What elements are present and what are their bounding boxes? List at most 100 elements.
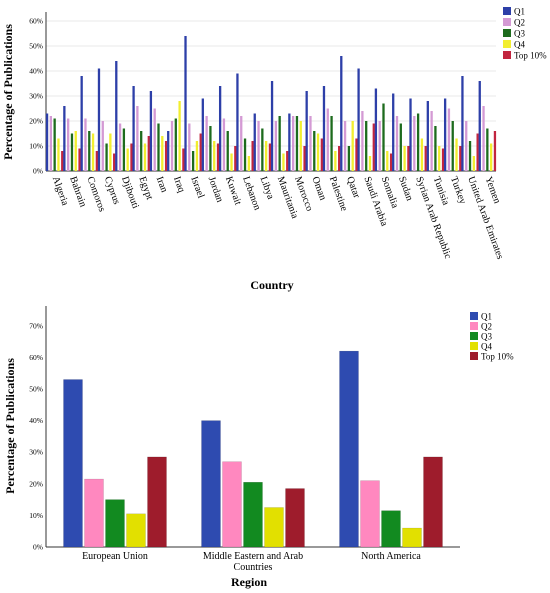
bar-q2-kuwait <box>222 118 226 171</box>
x-tick-label: Syrian Arab Republic <box>413 175 453 261</box>
bar-q2-united-arab-emirates <box>465 121 468 171</box>
top-chart-xlabel: Country <box>250 278 293 292</box>
bar-top-10-yemen <box>493 131 497 171</box>
bar-q2-middle-eastern-and-arab-countries <box>222 461 242 548</box>
bar-q2-oman <box>309 116 312 171</box>
bar-top-10-tunisia <box>441 148 445 171</box>
bar-q3-cyprus <box>105 143 108 171</box>
y-tick-label: 30% <box>29 92 43 101</box>
bar-q3-north-america <box>381 510 401 548</box>
bar-q4-iraq <box>178 101 181 171</box>
legend-swatch-q4 <box>503 40 511 48</box>
bar-q3-lebanon <box>243 138 247 171</box>
legend-swatch-q2 <box>470 322 478 330</box>
x-tick-label: Israel <box>188 175 206 200</box>
x-tick-label: Qatar <box>344 175 362 200</box>
bar-q2-iran <box>153 108 156 171</box>
bar-q1-lebanon <box>236 73 239 171</box>
bar-q4-somalia <box>386 151 389 171</box>
bar-q3-jordan <box>209 126 212 171</box>
bar-q2-israel <box>188 123 191 171</box>
y-tick-label: 0% <box>33 167 43 176</box>
bar-q4-sudan <box>403 146 406 171</box>
bar-top-10-iran <box>164 141 168 171</box>
legend-label-top-10: Top 10% <box>514 51 547 61</box>
bar-q1-comoros <box>80 76 83 171</box>
bar-top-10-somalia <box>389 153 393 171</box>
bar-q1-bahrain <box>63 106 66 171</box>
bar-q2-morocco <box>292 116 295 171</box>
y-tick-label: 60% <box>29 353 43 362</box>
bar-top-10-iraq <box>182 148 185 171</box>
x-tick-label: Jordan <box>206 175 225 204</box>
legend-swatch-top-10 <box>470 352 478 360</box>
bar-q2-sudan <box>395 116 399 171</box>
bar-q2-iraq <box>170 121 174 171</box>
bar-q3-kuwait <box>226 131 229 171</box>
bar-q4-palestine <box>334 151 337 171</box>
bar-top-10-syrian-arab-republic <box>424 146 427 171</box>
bar-q2-lebanon <box>240 116 243 171</box>
x-tick-label: United Arab Emirates <box>465 175 505 261</box>
bar-q4-mauritania <box>282 153 285 171</box>
country-chart: Percentage of Publications Country 0% 10%… <box>1 7 547 293</box>
bar-q3-united-arab-emirates <box>468 141 472 171</box>
bar-q2-yemen <box>482 106 485 171</box>
bar-q1-yemen <box>478 81 481 171</box>
bar-q2-palestine <box>326 108 329 171</box>
bar-q3-turkey <box>451 121 454 171</box>
bar-q4-comoros <box>91 133 95 171</box>
bar-q3-yemen <box>486 128 489 171</box>
bar-q1-iran <box>149 91 153 171</box>
bar-q2-djibouti <box>118 123 122 171</box>
y-tick-label: 20% <box>29 117 43 126</box>
bar-q4-syrian-arab-republic <box>420 138 424 171</box>
bar-q4-turkey <box>455 138 458 171</box>
bar-q2-syrian-arab-republic <box>413 116 416 171</box>
bar-q2-european-union <box>84 478 104 548</box>
bar-q3-algeria <box>53 118 56 171</box>
bar-q1-middle-eastern-and-arab-countries <box>201 420 221 548</box>
x-tick-label: Oman <box>309 175 328 202</box>
bottom-chart-ylabel: Percentage of Publications <box>3 358 17 494</box>
bar-q4-jordan <box>213 141 216 171</box>
bar-q3-tunisia <box>434 126 437 171</box>
bar-top-10-oman <box>320 138 324 171</box>
bar-top-10-turkey <box>459 146 462 171</box>
bar-top-10-algeria <box>61 151 64 171</box>
bar-q3-qatar <box>347 146 351 171</box>
bar-q4-oman <box>316 133 320 171</box>
legend-label-q4: Q4 <box>514 40 525 50</box>
bar-q4-morocco <box>299 121 302 171</box>
bar-top-10-djibouti <box>130 143 133 171</box>
x-tick-label: Egypt <box>136 175 155 201</box>
y-tick-label: 30% <box>29 448 43 457</box>
x-tick-label: Iran <box>154 175 170 194</box>
bar-q3-oman <box>313 131 316 171</box>
bar-top-10-cyprus <box>113 153 116 171</box>
legend-label-q1: Q1 <box>481 312 492 322</box>
legend-label-q1: Q1 <box>514 7 525 17</box>
legend-swatch-q3 <box>503 29 511 37</box>
legend-swatch-q2 <box>503 18 511 26</box>
legend-label-q2: Q2 <box>514 18 525 28</box>
bar-top-10-kuwait <box>234 146 237 171</box>
bar-top-10-israel <box>199 133 202 171</box>
bar-q1-mauritania <box>270 81 274 171</box>
bar-q4-european-union <box>126 513 146 548</box>
bar-q2-tunisia <box>430 111 433 171</box>
bar-q4-lebanon <box>247 156 250 171</box>
bar-q4-united-arab-emirates <box>472 156 475 171</box>
bar-q4-qatar <box>351 121 354 171</box>
bar-q1-european-union <box>63 379 83 548</box>
bar-q1-israel <box>184 36 187 171</box>
bar-q2-north-america <box>360 480 380 548</box>
region-chart: Percentage of Publications Region 0% 10% 2… <box>3 306 514 589</box>
bar-q3-palestine <box>330 116 333 171</box>
bar-q2-saudi-arabia <box>361 111 364 171</box>
legend-swatch-q1 <box>503 7 511 15</box>
bar-q1-sudan <box>392 93 395 171</box>
bar-q1-somalia <box>374 88 378 171</box>
